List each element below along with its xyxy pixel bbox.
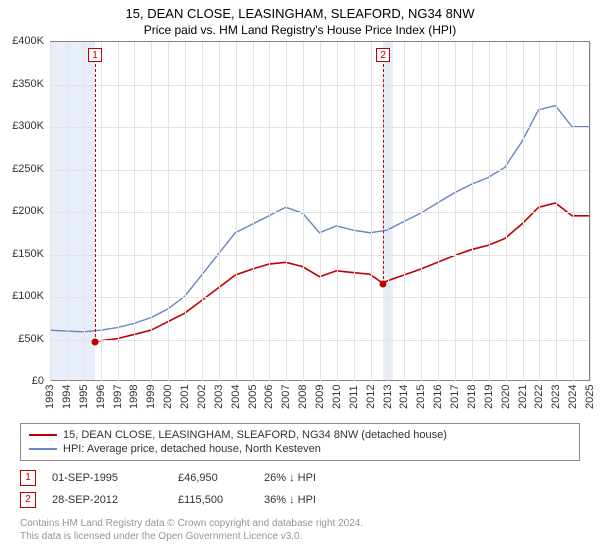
x-axis-labels: 1993199419951996199719981999200020012002… bbox=[50, 381, 590, 421]
legend-item-property: 15, DEAN CLOSE, LEASINGHAM, SLEAFORD, NG… bbox=[29, 428, 571, 442]
y-tick-label: £0 bbox=[32, 375, 44, 387]
legend-swatch-property bbox=[29, 434, 57, 436]
x-tick-label: 2017 bbox=[449, 385, 461, 409]
chart-marker-1: 1 bbox=[88, 48, 102, 62]
x-tick-label: 2001 bbox=[179, 385, 191, 409]
x-tick-label: 2007 bbox=[280, 385, 292, 409]
x-tick-label: 2023 bbox=[550, 385, 562, 409]
note-price-2: £115,500 bbox=[178, 494, 248, 506]
x-tick-label: 2019 bbox=[483, 385, 495, 409]
x-tick-label: 2024 bbox=[567, 385, 579, 409]
chart-marker-dot-2 bbox=[380, 280, 387, 287]
legend-item-hpi: HPI: Average price, detached house, Nort… bbox=[29, 442, 571, 456]
credit-text: Contains HM Land Registry data © Crown c… bbox=[20, 517, 580, 543]
x-tick-label: 2020 bbox=[500, 385, 512, 409]
x-tick-label: 2002 bbox=[196, 385, 208, 409]
y-tick-label: £400K bbox=[12, 35, 44, 47]
y-tick-label: £250K bbox=[12, 163, 44, 175]
x-tick-label: 2025 bbox=[584, 385, 596, 409]
y-axis-labels: £0£50K£100K£150K£200K£250K£300K£350K£400… bbox=[0, 41, 48, 381]
note-date-2: 28-SEP-2012 bbox=[52, 494, 162, 506]
y-tick-label: £200K bbox=[12, 205, 44, 217]
y-tick-label: £300K bbox=[12, 120, 44, 132]
note-marker-1: 1 bbox=[20, 470, 36, 486]
x-tick-label: 1995 bbox=[78, 385, 90, 409]
note-pct-2: 36% ↓ HPI bbox=[264, 494, 374, 506]
x-tick-label: 2013 bbox=[382, 385, 394, 409]
chart-area: £0£50K£100K£150K£200K£250K£300K£350K£400… bbox=[0, 41, 600, 421]
x-tick-label: 2016 bbox=[432, 385, 444, 409]
x-tick-label: 2005 bbox=[247, 385, 259, 409]
note-price-1: £46,950 bbox=[178, 472, 248, 484]
x-tick-label: 1994 bbox=[61, 385, 73, 409]
x-tick-label: 2003 bbox=[213, 385, 225, 409]
plot-area: 12 bbox=[50, 41, 590, 381]
note-marker-2: 2 bbox=[20, 492, 36, 508]
y-tick-label: £50K bbox=[18, 333, 44, 345]
legend: 15, DEAN CLOSE, LEASINGHAM, SLEAFORD, NG… bbox=[20, 423, 580, 461]
y-tick-label: £100K bbox=[12, 290, 44, 302]
x-tick-label: 2015 bbox=[415, 385, 427, 409]
sale-notes: 1 01-SEP-1995 £46,950 26% ↓ HPI 2 28-SEP… bbox=[20, 467, 580, 511]
x-tick-label: 2022 bbox=[533, 385, 545, 409]
y-tick-label: £150K bbox=[12, 248, 44, 260]
chart-title: 15, DEAN CLOSE, LEASINGHAM, SLEAFORD, NG… bbox=[0, 0, 600, 21]
credit-line1: Contains HM Land Registry data © Crown c… bbox=[20, 517, 580, 530]
chart-marker-2: 2 bbox=[376, 48, 390, 62]
note-pct-1: 26% ↓ HPI bbox=[264, 472, 374, 484]
x-tick-label: 2008 bbox=[297, 385, 309, 409]
x-tick-label: 2011 bbox=[348, 385, 360, 409]
legend-label-property: 15, DEAN CLOSE, LEASINGHAM, SLEAFORD, NG… bbox=[63, 429, 447, 441]
credit-line2: This data is licensed under the Open Gov… bbox=[20, 530, 580, 543]
x-tick-label: 1996 bbox=[95, 385, 107, 409]
sale-note-1: 1 01-SEP-1995 £46,950 26% ↓ HPI bbox=[20, 467, 580, 489]
legend-swatch-hpi bbox=[29, 448, 57, 450]
x-tick-label: 2000 bbox=[162, 385, 174, 409]
x-tick-label: 2006 bbox=[263, 385, 275, 409]
note-date-1: 01-SEP-1995 bbox=[52, 472, 162, 484]
x-tick-label: 2018 bbox=[466, 385, 478, 409]
x-tick-label: 1993 bbox=[44, 385, 56, 409]
x-tick-label: 2009 bbox=[314, 385, 326, 409]
chart-marker-dot-1 bbox=[92, 339, 99, 346]
x-tick-label: 1998 bbox=[128, 385, 140, 409]
x-tick-label: 1999 bbox=[145, 385, 157, 409]
legend-label-hpi: HPI: Average price, detached house, Nort… bbox=[63, 443, 321, 455]
x-tick-label: 2010 bbox=[331, 385, 343, 409]
y-tick-label: £350K bbox=[12, 78, 44, 90]
x-tick-label: 2004 bbox=[230, 385, 242, 409]
x-tick-label: 2021 bbox=[517, 385, 529, 409]
chart-subtitle: Price paid vs. HM Land Registry's House … bbox=[0, 21, 600, 41]
sale-note-2: 2 28-SEP-2012 £115,500 36% ↓ HPI bbox=[20, 489, 580, 511]
x-tick-label: 2012 bbox=[365, 385, 377, 409]
x-tick-label: 1997 bbox=[112, 385, 124, 409]
x-tick-label: 2014 bbox=[398, 385, 410, 409]
